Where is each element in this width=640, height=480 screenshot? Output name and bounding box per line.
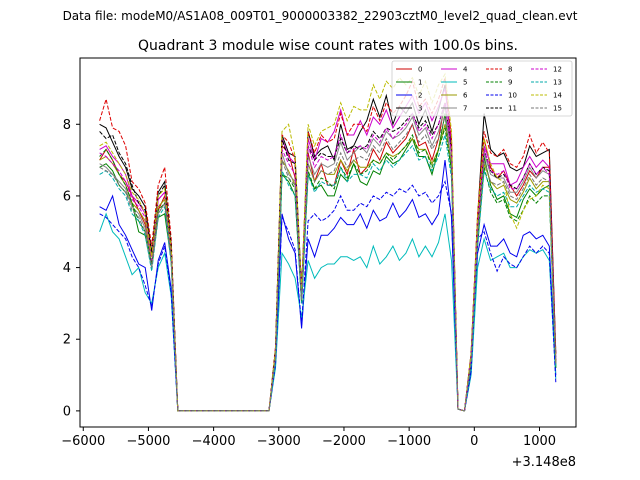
legend-label-5: 5: [463, 79, 467, 87]
chart-title: Quadrant 3 module wise count rates with …: [138, 38, 518, 54]
series-layer: [99, 72, 557, 412]
x-tick-label: −5000: [126, 434, 170, 449]
series-line-10: [99, 179, 557, 412]
y-tick-label: 8: [63, 118, 71, 133]
x-offset-label: +3.148e8: [512, 455, 576, 470]
x-tick-label: 1000: [523, 434, 556, 449]
x-tick-label: −3000: [257, 434, 301, 449]
y-tick-label: 4: [63, 261, 71, 276]
legend-frame: [391, 60, 573, 117]
legend-label-8: 8: [508, 66, 512, 74]
legend-label-3: 3: [418, 105, 422, 113]
x-tick-label: −2000: [322, 434, 366, 449]
legend-label-0: 0: [418, 66, 422, 74]
legend-label-6: 6: [463, 92, 468, 100]
axes-layer: −6000 −5000 −4000 −3000 −2000 −1000 0 1000 0 2 4 6 8: [61, 118, 556, 449]
y-tick-label: 6: [63, 189, 71, 204]
legend-label-4: 4: [463, 66, 468, 74]
legend-label-15: 15: [553, 105, 562, 113]
legend-label-13: 13: [553, 79, 562, 87]
figure-suptitle: Data file: modeM0/AS1A08_009T01_90000033…: [63, 9, 578, 23]
legend-label-14: 14: [553, 92, 562, 100]
x-tick-label: 0: [470, 434, 478, 449]
x-tick-label: −4000: [192, 434, 236, 449]
y-tick-label: 0: [63, 404, 71, 419]
legend-label-9: 9: [508, 79, 512, 87]
legend-label-1: 1: [418, 79, 422, 87]
legend-label-2: 2: [418, 92, 422, 100]
plot-frame: [79, 57, 577, 428]
legend-label-7: 7: [463, 105, 467, 113]
legend-label-10: 10: [508, 92, 517, 100]
legend-label-11: 11: [508, 105, 517, 113]
x-tick-label: −1000: [387, 434, 431, 449]
legend-label-12: 12: [553, 66, 562, 74]
x-tick-label: −6000: [61, 434, 105, 449]
y-tick-label: 2: [63, 333, 71, 348]
series-line-15: [99, 116, 557, 412]
